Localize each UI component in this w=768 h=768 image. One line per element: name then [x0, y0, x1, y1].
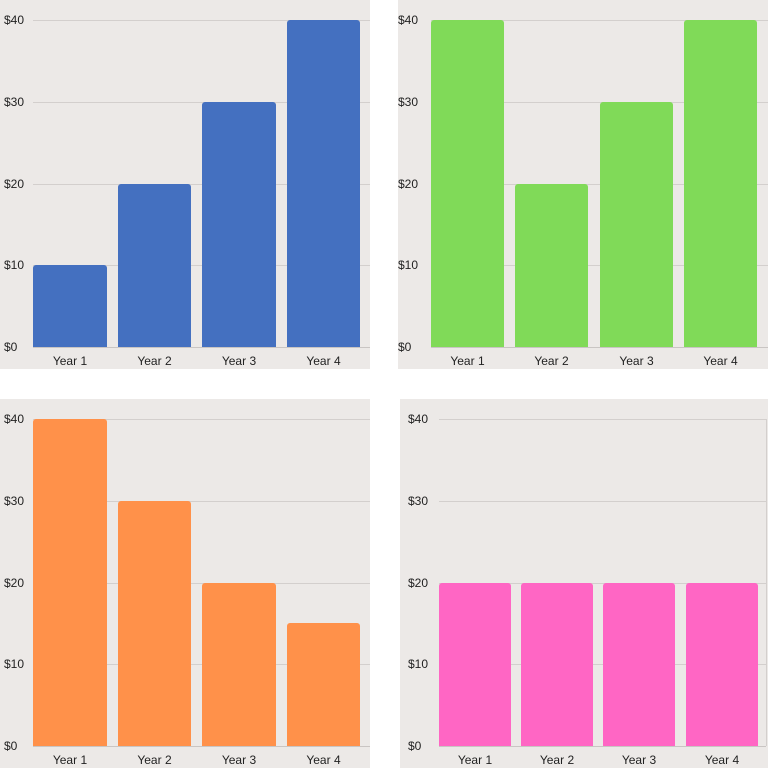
- x-tick-label: Year 3: [619, 354, 654, 368]
- plot-right-border: [766, 419, 767, 746]
- y-tick-label: $40: [398, 13, 419, 27]
- bar-year-1: [33, 265, 107, 347]
- gridline: [33, 664, 370, 665]
- x-tick-label: Year 2: [137, 753, 172, 767]
- gridline: [431, 20, 768, 21]
- x-tick-label: Year 3: [621, 753, 657, 767]
- x-axis-line: [431, 347, 768, 348]
- y-tick-label: $40: [4, 13, 25, 27]
- bar-year-2: [515, 183, 588, 347]
- bar-year-4: [287, 20, 360, 347]
- y-tick-label: $10: [408, 657, 429, 672]
- x-tick-label: Year 3: [221, 753, 257, 767]
- x-axis-line: [33, 746, 370, 747]
- chart-panel-4: $0 $10 $20 $30 $40 Year 1 Year 2 Year 3 Year 4: [400, 399, 768, 768]
- y-tick-label: $40: [408, 412, 429, 426]
- bar-year-2: [118, 500, 191, 746]
- bar-year-3: [202, 582, 276, 746]
- y-tick-label: $0: [4, 340, 18, 354]
- y-tick-label: $20: [408, 575, 429, 590]
- gridline: [33, 501, 370, 502]
- y-tick-label: $30: [398, 94, 419, 109]
- y-tick-label: $10: [4, 657, 25, 672]
- gridline: [431, 102, 768, 103]
- bar-year-2: [118, 183, 191, 347]
- x-tick-label: Year 1: [52, 753, 88, 767]
- bar-year-1: [33, 419, 107, 746]
- x-axis-line: [33, 347, 370, 348]
- x-tick-label: Year 2: [534, 354, 569, 368]
- gridline: [33, 419, 370, 420]
- gridline: [439, 419, 766, 420]
- gridline: [431, 265, 768, 266]
- bar-year-1: [439, 582, 511, 746]
- bar-year-3: [600, 101, 673, 347]
- chart-panel-2: $0 $10 $20 $30 $40 Year 1 Year 2 Year 3 Year 4: [398, 0, 768, 369]
- y-tick-label: $40: [4, 412, 25, 426]
- x-tick-label: Year 2: [137, 354, 172, 368]
- bar-year-3: [603, 582, 675, 746]
- x-tick-label: Year 3: [221, 354, 257, 368]
- y-tick-label: $10: [4, 258, 25, 273]
- y-tick-label: $20: [4, 575, 25, 590]
- y-tick-label: $0: [408, 739, 422, 753]
- x-tick-label: Year 4: [703, 354, 738, 368]
- x-axis-line: [439, 746, 766, 747]
- y-tick-label: $10: [398, 258, 419, 273]
- bar-year-3: [202, 101, 276, 347]
- gridline: [33, 102, 370, 103]
- gridline: [439, 501, 766, 502]
- y-tick-label: $0: [4, 739, 18, 753]
- x-tick-label: Year 4: [704, 753, 740, 767]
- y-tick-label: $20: [398, 176, 419, 191]
- gridline: [33, 583, 370, 584]
- x-tick-label: Year 4: [306, 354, 341, 368]
- x-tick-label: Year 1: [52, 354, 88, 368]
- bar-year-2: [521, 582, 593, 746]
- x-tick-label: Year 1: [457, 753, 493, 767]
- x-tick-label: Year 2: [539, 753, 575, 767]
- x-tick-label: Year 1: [450, 354, 485, 368]
- y-tick-label: $30: [408, 493, 429, 508]
- y-tick-label: $20: [4, 176, 25, 191]
- gridline: [439, 664, 766, 665]
- bar-year-4: [684, 20, 757, 347]
- gridline: [33, 265, 370, 266]
- gridline: [33, 184, 370, 185]
- y-tick-label: $0: [398, 340, 412, 354]
- y-tick-label: $30: [4, 94, 25, 109]
- x-tick-label: Year 4: [306, 753, 341, 767]
- chart-panel-3: $0 $10 $20 $30 $40 Year 1 Year 2 Year 3 Year 4: [0, 399, 370, 768]
- y-tick-label: $30: [4, 493, 25, 508]
- gridline: [33, 20, 370, 21]
- chart-panel-1: $0 $10 $20 $30 $40 Year 1 Year 2 Year 3 Year 4: [0, 0, 370, 369]
- bar-year-4: [287, 623, 360, 746]
- bar-year-1: [431, 20, 504, 347]
- gridline: [431, 184, 768, 185]
- bar-year-4: [686, 582, 758, 746]
- gridline: [439, 583, 766, 584]
